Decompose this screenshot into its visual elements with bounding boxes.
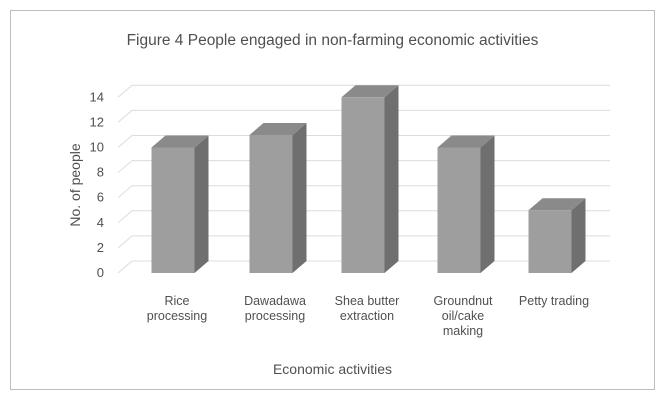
gridline-diagonal: [117, 135, 133, 148]
gridline-diagonal: [117, 110, 133, 123]
bar-top: [249, 122, 307, 135]
bar-front: [528, 210, 572, 273]
gridline-diagonal: [117, 185, 133, 199]
bar-top: [341, 85, 399, 98]
bar: [151, 135, 209, 273]
gridline-diagonal: [117, 84, 133, 98]
gridline-diagonal: [117, 160, 133, 173]
bar-side: [480, 135, 495, 273]
bar-top: [528, 198, 586, 211]
bar-front: [151, 147, 195, 273]
y-tick-label: 10: [90, 140, 104, 155]
bar-front: [437, 147, 481, 273]
bar-top: [151, 135, 209, 148]
category-label: Dawadawa processing: [244, 294, 306, 323]
x-axis-label: Economic activities: [272, 361, 393, 377]
y-tick-label: 0: [97, 265, 104, 280]
bar: [249, 122, 307, 273]
y-tick-label: 4: [97, 215, 104, 230]
bar-top: [437, 135, 495, 148]
chart-title: Figure 4 People engaged in non-farming e…: [126, 32, 539, 49]
y-tick-label: 6: [97, 190, 104, 205]
bar-side: [384, 85, 399, 273]
gridline-diagonal: [117, 210, 133, 224]
y-tick-label: 12: [90, 114, 104, 129]
bar-side: [571, 198, 586, 273]
category-label: Shea butter extraction: [334, 294, 400, 323]
bar-front: [341, 97, 385, 273]
bar-side: [292, 122, 307, 273]
bar: [528, 198, 586, 273]
category-label: Petty trading: [518, 294, 590, 308]
bar: [341, 85, 399, 273]
bar: [437, 135, 495, 273]
y-tick-label: 14: [90, 89, 104, 104]
bar-front: [249, 134, 293, 273]
category-label: Rice processing: [146, 294, 208, 323]
y-tick-label: 2: [97, 240, 104, 255]
gridline-diagonal: [117, 235, 133, 249]
gridline-diagonal: [117, 260, 133, 274]
y-tick-label: 8: [97, 165, 104, 180]
category-label: Groundnut oil/cake making: [433, 294, 493, 338]
bar-side: [194, 135, 209, 273]
